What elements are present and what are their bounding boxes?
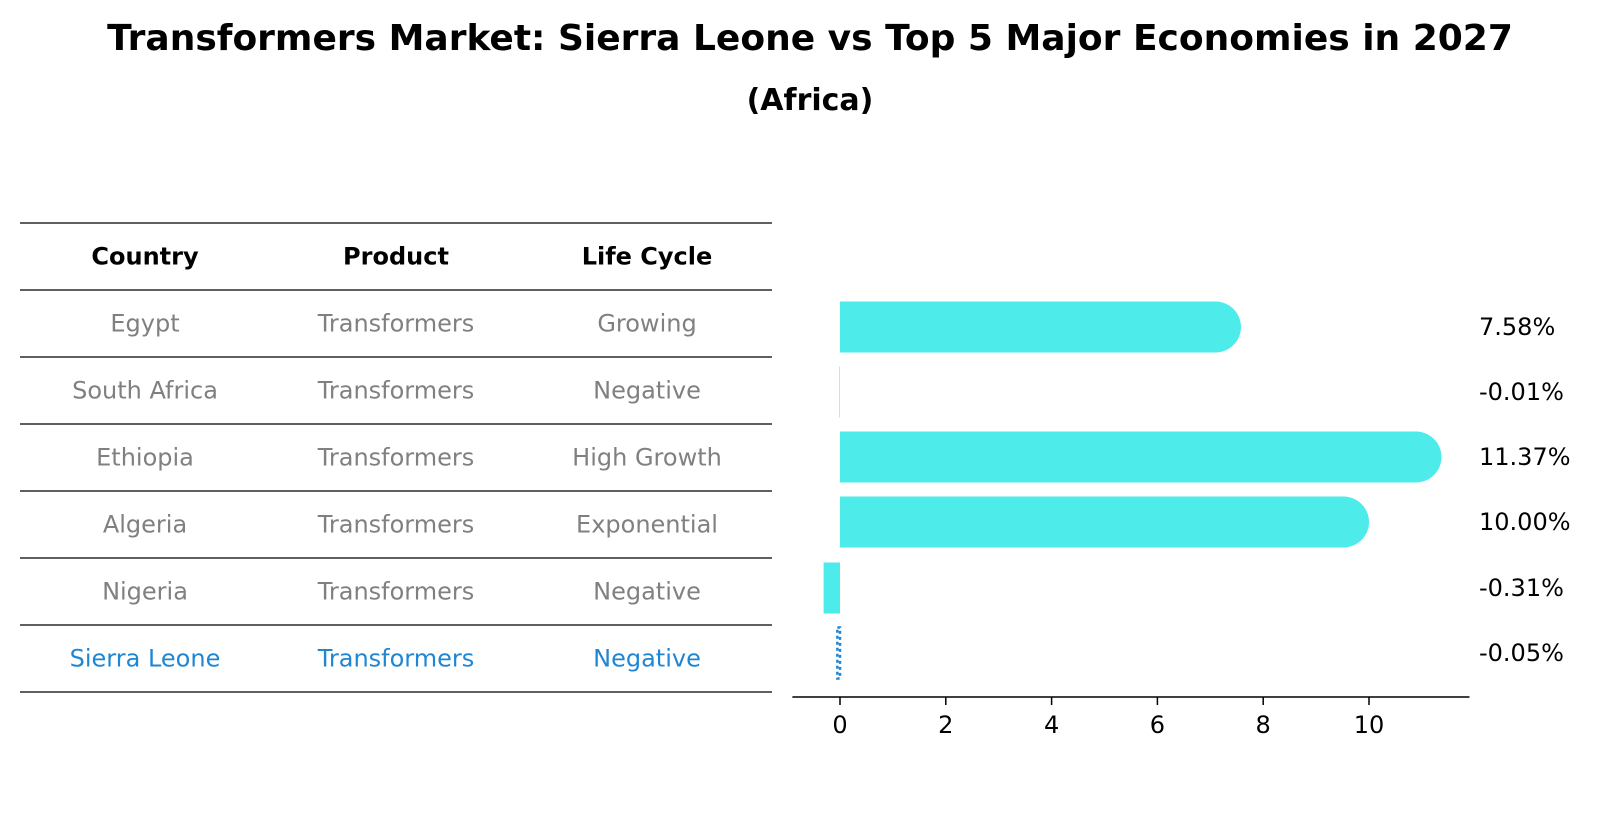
table-cell: Transformers <box>317 578 475 606</box>
x-tick-label: 4 <box>1044 711 1059 739</box>
table-cell: Algeria <box>103 511 187 539</box>
table-cell: Growing <box>597 310 696 338</box>
table-cell: Egypt <box>110 310 179 338</box>
table-cell: Transformers <box>317 645 475 673</box>
x-tick-label: 0 <box>832 711 847 739</box>
bar <box>839 366 840 418</box>
table-cell: South Africa <box>72 377 218 405</box>
value-label: 11.37% <box>1479 443 1571 471</box>
bar-sierra-leone <box>836 626 842 680</box>
value-label: 7.58% <box>1479 313 1555 341</box>
table-cell: Transformers <box>317 377 475 405</box>
bar <box>840 496 1369 548</box>
table-cell: Transformers <box>317 310 475 338</box>
table-cell: Negative <box>593 645 701 673</box>
x-tick-label: 6 <box>1150 711 1165 739</box>
bar <box>823 562 840 614</box>
value-label: -0.05% <box>1479 639 1564 667</box>
table-cell: Nigeria <box>102 578 188 606</box>
data-table: Country Product Life Cycle Egypt Transformer… <box>20 222 772 693</box>
x-tick-label: 2 <box>938 711 953 739</box>
chart-subtitle: (Africa) <box>747 83 874 118</box>
value-label: 10.00% <box>1479 508 1571 536</box>
bar-plot: 7.58% -0.01% 11.37% 10.00% -0.31% -0.05% 0 2 4 6 8… <box>792 301 1571 739</box>
bar <box>840 301 1241 353</box>
table-cell: Negative <box>593 578 701 606</box>
x-tick-label: 8 <box>1256 711 1271 739</box>
table-cell: Exponential <box>576 511 718 539</box>
table-cell: Sierra Leone <box>70 645 221 673</box>
value-label: -0.01% <box>1479 378 1564 406</box>
table-cell: Transformers <box>317 511 475 539</box>
table-cell: High Growth <box>572 444 722 472</box>
table-cell: Negative <box>593 377 701 405</box>
chart-title: Transformers Market: Sierra Leone vs Top… <box>107 18 1513 59</box>
table-cell: Transformers <box>317 444 475 472</box>
table-header-cell: Country <box>91 243 199 271</box>
x-tick-label: 10 <box>1354 711 1385 739</box>
table-header-cell: Product <box>343 243 449 271</box>
value-label: -0.31% <box>1479 574 1564 602</box>
bar <box>840 431 1442 483</box>
table-cell: Ethiopia <box>96 444 194 472</box>
table-header-cell: Life Cycle <box>582 243 713 271</box>
